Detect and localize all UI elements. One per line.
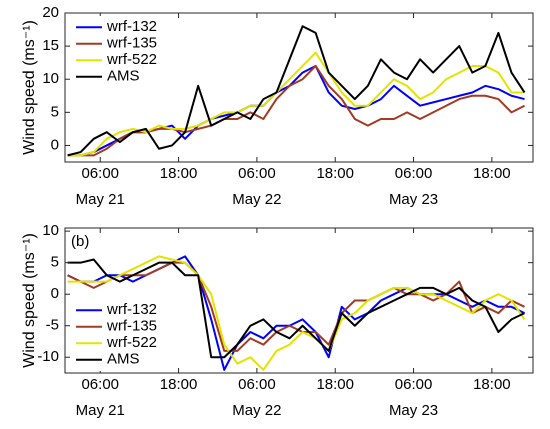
axes-frame xyxy=(64,12,534,163)
series-line xyxy=(67,255,525,371)
x-tick-label: 06:00 xyxy=(81,376,119,393)
y-tick-label: -5 xyxy=(46,317,59,334)
x-tick-label: 18:00 xyxy=(473,376,511,393)
x-tick-date: May 23 xyxy=(389,402,438,419)
series-line xyxy=(67,258,525,359)
x-tick-label: 18:00 xyxy=(316,165,354,182)
x-tick-label: 06:00 xyxy=(395,376,433,393)
x-tick-date: May 23 xyxy=(389,191,438,208)
x-tick-label: 18:00 xyxy=(316,376,354,393)
y-tick-label: 10 xyxy=(42,222,59,239)
x-tick-label: 06:00 xyxy=(238,376,276,393)
series-line xyxy=(67,255,526,371)
legend-label: wrf-135 xyxy=(106,35,157,52)
y-tick-label: 0 xyxy=(51,285,59,302)
x-tick-label: 18:00 xyxy=(160,376,198,393)
axes-frame xyxy=(64,227,534,374)
y-axis-label: Wind speed (ms⁻¹) xyxy=(21,233,38,368)
y-tick-label: 0 xyxy=(51,136,59,153)
x-tick-label: 06:00 xyxy=(395,165,433,182)
x-tick-label: 06:00 xyxy=(81,165,119,182)
legend-label: AMS xyxy=(107,351,140,368)
x-tick-date: May 21 xyxy=(76,402,125,419)
y-tick-label: 15 xyxy=(42,37,59,54)
y-tick-label: -10 xyxy=(37,348,59,365)
y-axis-label: Wind speed (ms⁻¹) xyxy=(21,20,38,155)
y-tick-label: 20 xyxy=(42,4,59,21)
x-tick-label: 18:00 xyxy=(473,165,511,182)
x-tick-date: May 22 xyxy=(232,402,281,419)
series-line xyxy=(67,25,526,157)
legend-label: wrf-522 xyxy=(106,334,157,351)
series-line xyxy=(67,51,525,157)
y-tick-label: 5 xyxy=(51,103,59,120)
y-tick-label: 10 xyxy=(42,70,59,87)
x-tick-label: 18:00 xyxy=(160,165,198,182)
legend-label: AMS xyxy=(107,68,140,85)
x-tick-date: May 22 xyxy=(232,191,281,208)
legend-label: wrf-522 xyxy=(106,51,157,68)
legend-label: wrf-132 xyxy=(106,301,157,318)
x-tick-label: 06:00 xyxy=(238,165,276,182)
y-tick-label: 5 xyxy=(51,254,59,271)
panel-label: (b) xyxy=(71,233,89,250)
legend-label: wrf-135 xyxy=(106,318,157,335)
x-tick-date: May 21 xyxy=(76,191,125,208)
legend-label: wrf-132 xyxy=(106,18,157,35)
